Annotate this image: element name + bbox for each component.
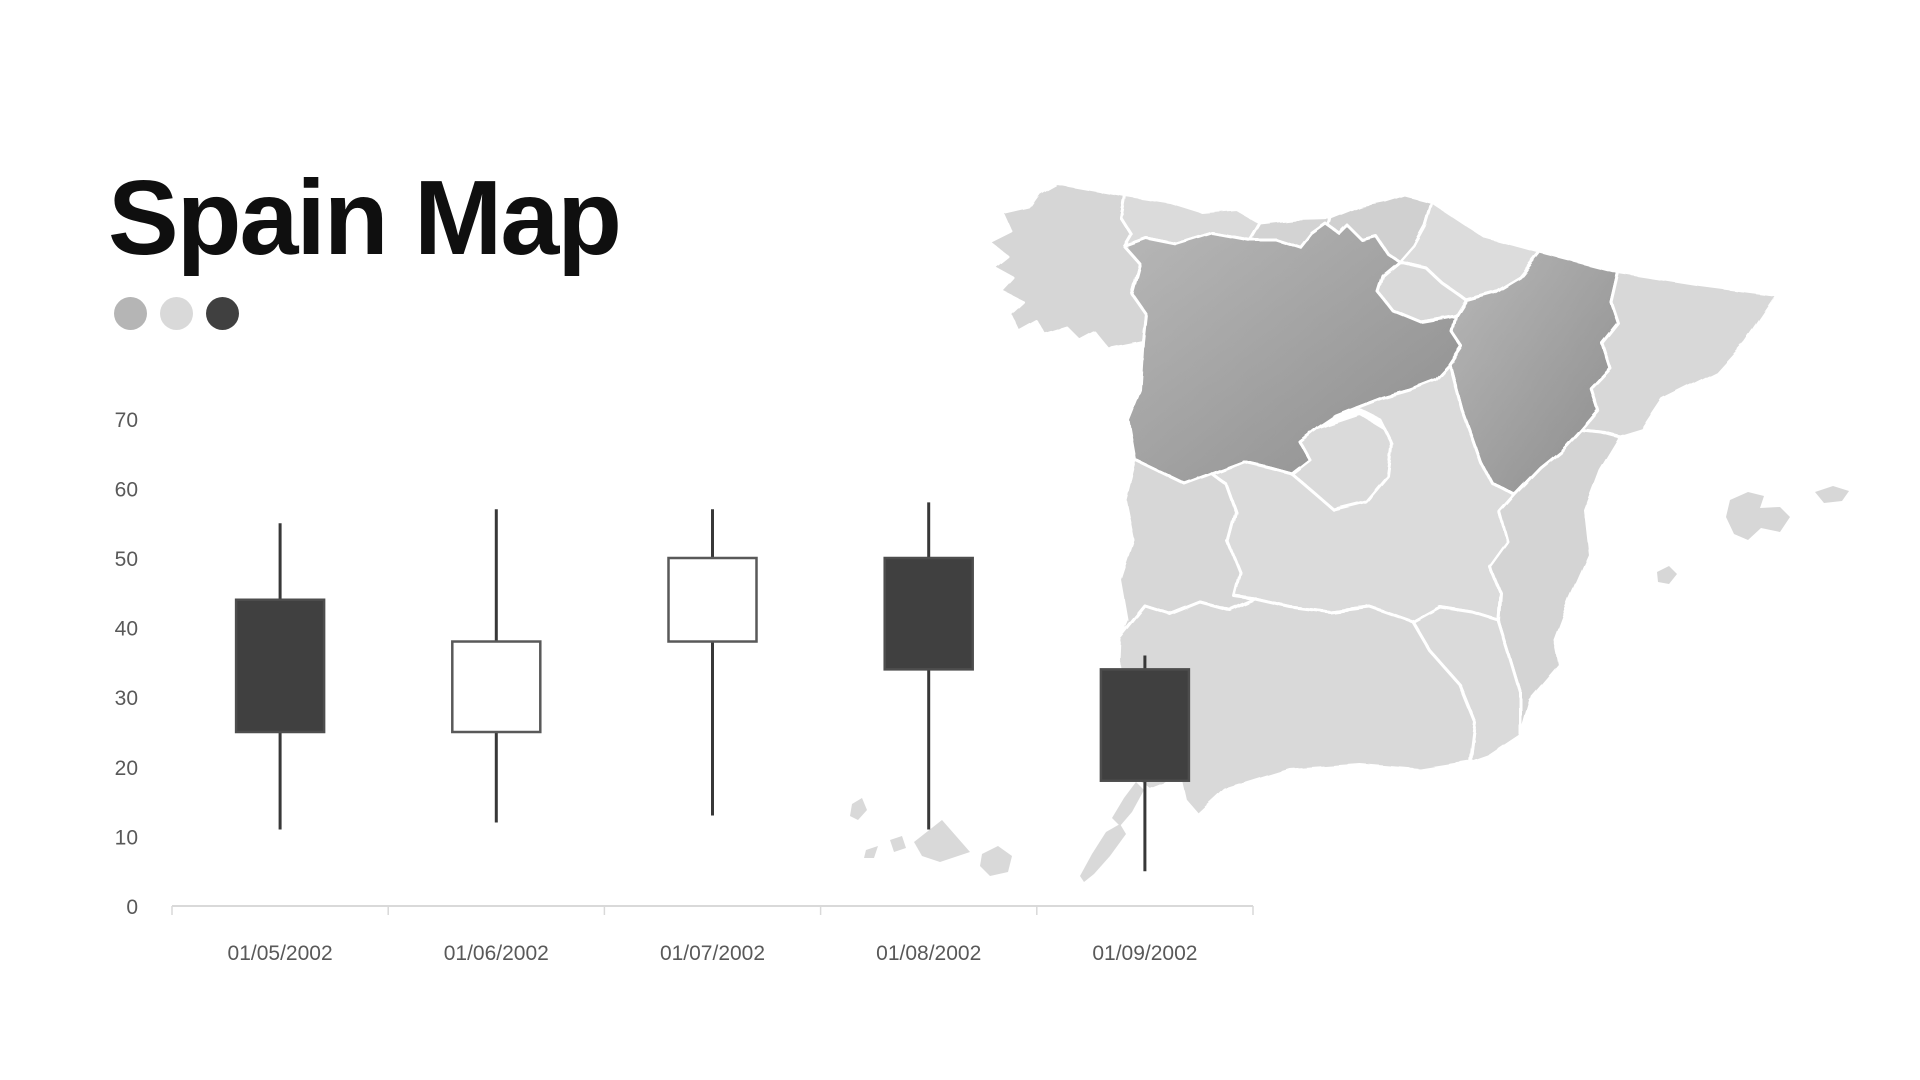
spain-mainland (987, 182, 1779, 817)
x-axis-label: 01/09/2002 (1092, 942, 1197, 965)
candle-body-up (451, 640, 542, 734)
region-mallorca[interactable] (1726, 492, 1790, 540)
region-la-gomera[interactable] (890, 836, 906, 852)
spain-islands (850, 486, 1849, 882)
y-axis-label: 40 (115, 618, 138, 641)
x-axis-label: 01/07/2002 (660, 942, 765, 965)
candle-body-down (234, 598, 326, 734)
y-axis-label: 20 (115, 757, 138, 780)
light-gray-dot[interactable] (160, 297, 193, 330)
region-fuerteventura[interactable] (1080, 824, 1126, 882)
region-lanzarote[interactable] (1112, 782, 1144, 826)
region-gran-canaria[interactable] (980, 846, 1012, 876)
y-axis-label: 30 (115, 687, 138, 710)
region-tenerife[interactable] (914, 820, 970, 862)
y-axis-label: 50 (115, 548, 138, 571)
spain-map (850, 182, 1849, 882)
x-axis-label: 01/08/2002 (876, 942, 981, 965)
candle-body-up (667, 556, 758, 643)
page-title: Spain Map (108, 159, 622, 277)
region-el-hierro[interactable] (864, 846, 878, 858)
dark-gray-dot[interactable] (206, 297, 239, 330)
gray-dot[interactable] (114, 297, 147, 330)
x-axis-label: 01/06/2002 (444, 942, 549, 965)
region-menorca[interactable] (1815, 486, 1849, 503)
region-ibiza[interactable] (1657, 566, 1677, 584)
region-la-palma[interactable] (850, 798, 867, 820)
theme-dot-row (114, 297, 239, 330)
y-axis-label: 10 (115, 826, 138, 849)
y-axis-label: 0 (126, 896, 138, 919)
y-axis-label: 70 (115, 409, 138, 432)
y-axis-label: 60 (115, 478, 138, 501)
x-axis-label: 01/05/2002 (228, 942, 333, 965)
